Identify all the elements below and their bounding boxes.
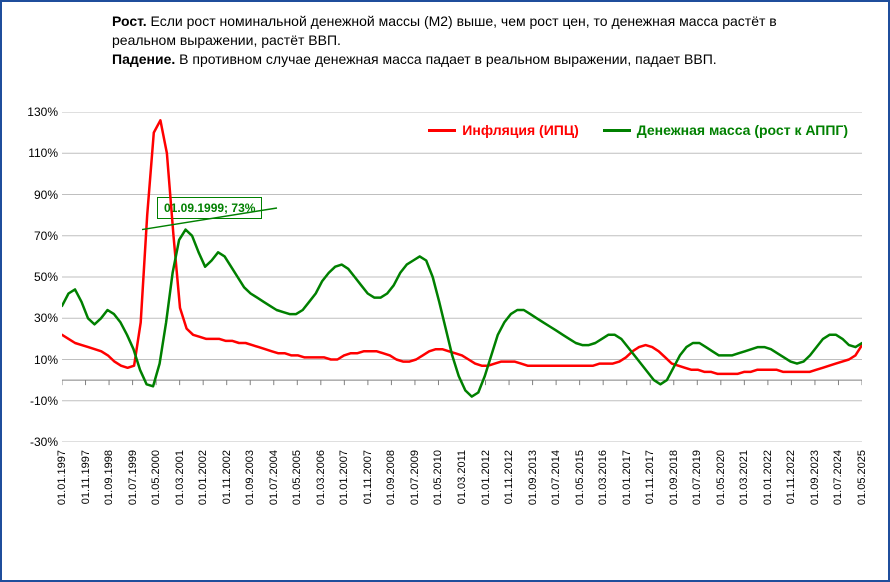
chart-title: Рост. Если рост номинальной денежной мас… xyxy=(112,12,812,69)
ytick-label: 30% xyxy=(12,311,58,325)
ytick-label: 90% xyxy=(12,188,58,202)
ytick-label: 10% xyxy=(12,353,58,367)
xtick-label: 01.11.2017 xyxy=(644,450,656,504)
xtick-label: 01.03.2001 xyxy=(174,450,186,505)
ytick-label: 70% xyxy=(12,229,58,243)
xtick-label: 01.11.2007 xyxy=(362,450,374,504)
xtick-label: 01.07.2014 xyxy=(550,450,562,505)
xtick-label: 01.09.2013 xyxy=(527,450,539,505)
xtick-label: 01.07.2004 xyxy=(268,450,280,505)
xtick-label: 01.07.2024 xyxy=(832,450,844,505)
ytick-label: -10% xyxy=(12,394,58,408)
xtick-label: 01.03.2016 xyxy=(597,450,609,505)
xtick-label: 01.03.2011 xyxy=(456,450,468,504)
xtick-label: 01.01.2022 xyxy=(762,450,774,505)
ytick-label: 130% xyxy=(12,105,58,119)
xtick-label: 01.09.2003 xyxy=(244,450,256,505)
xtick-label: 01.05.2020 xyxy=(715,450,727,505)
xtick-label: 01.03.2006 xyxy=(315,450,327,505)
xtick-label: 01.07.1999 xyxy=(127,450,139,505)
ytick-label: 110% xyxy=(12,146,58,160)
xtick-label: 01.09.1998 xyxy=(103,450,115,505)
xtick-label: 01.05.2010 xyxy=(432,450,444,505)
xtick-label: 01.01.1997 xyxy=(56,450,68,505)
xtick-label: 01.05.2000 xyxy=(150,450,162,505)
xtick-label: 01.01.2002 xyxy=(197,450,209,505)
xtick-label: 01.11.2012 xyxy=(503,450,515,504)
xtick-label: 01.01.2017 xyxy=(621,450,633,505)
ytick-label: -30% xyxy=(12,435,58,449)
xtick-label: 01.09.2018 xyxy=(668,450,680,505)
xtick-label: 01.11.2002 xyxy=(221,450,233,504)
xtick-label: 01.05.2005 xyxy=(291,450,303,505)
xtick-label: 01.11.1997 xyxy=(80,450,92,504)
xtick-label: 01.09.2008 xyxy=(385,450,397,505)
plot-area xyxy=(62,112,862,442)
xtick-label: 01.07.2009 xyxy=(409,450,421,505)
xtick-label: 01.01.2007 xyxy=(338,450,350,505)
xtick-label: 01.05.2015 xyxy=(574,450,586,505)
chart-frame: Рост. Если рост номинальной денежной мас… xyxy=(0,0,890,582)
ytick-label: 50% xyxy=(12,270,58,284)
xtick-label: 01.09.2023 xyxy=(809,450,821,505)
xtick-label: 01.03.2021 xyxy=(738,450,750,505)
xtick-label: 01.01.2012 xyxy=(480,450,492,505)
xtick-label: 01.05.2025 xyxy=(856,450,868,505)
xtick-label: 01.11.2022 xyxy=(785,450,797,504)
xtick-label: 01.07.2019 xyxy=(691,450,703,505)
